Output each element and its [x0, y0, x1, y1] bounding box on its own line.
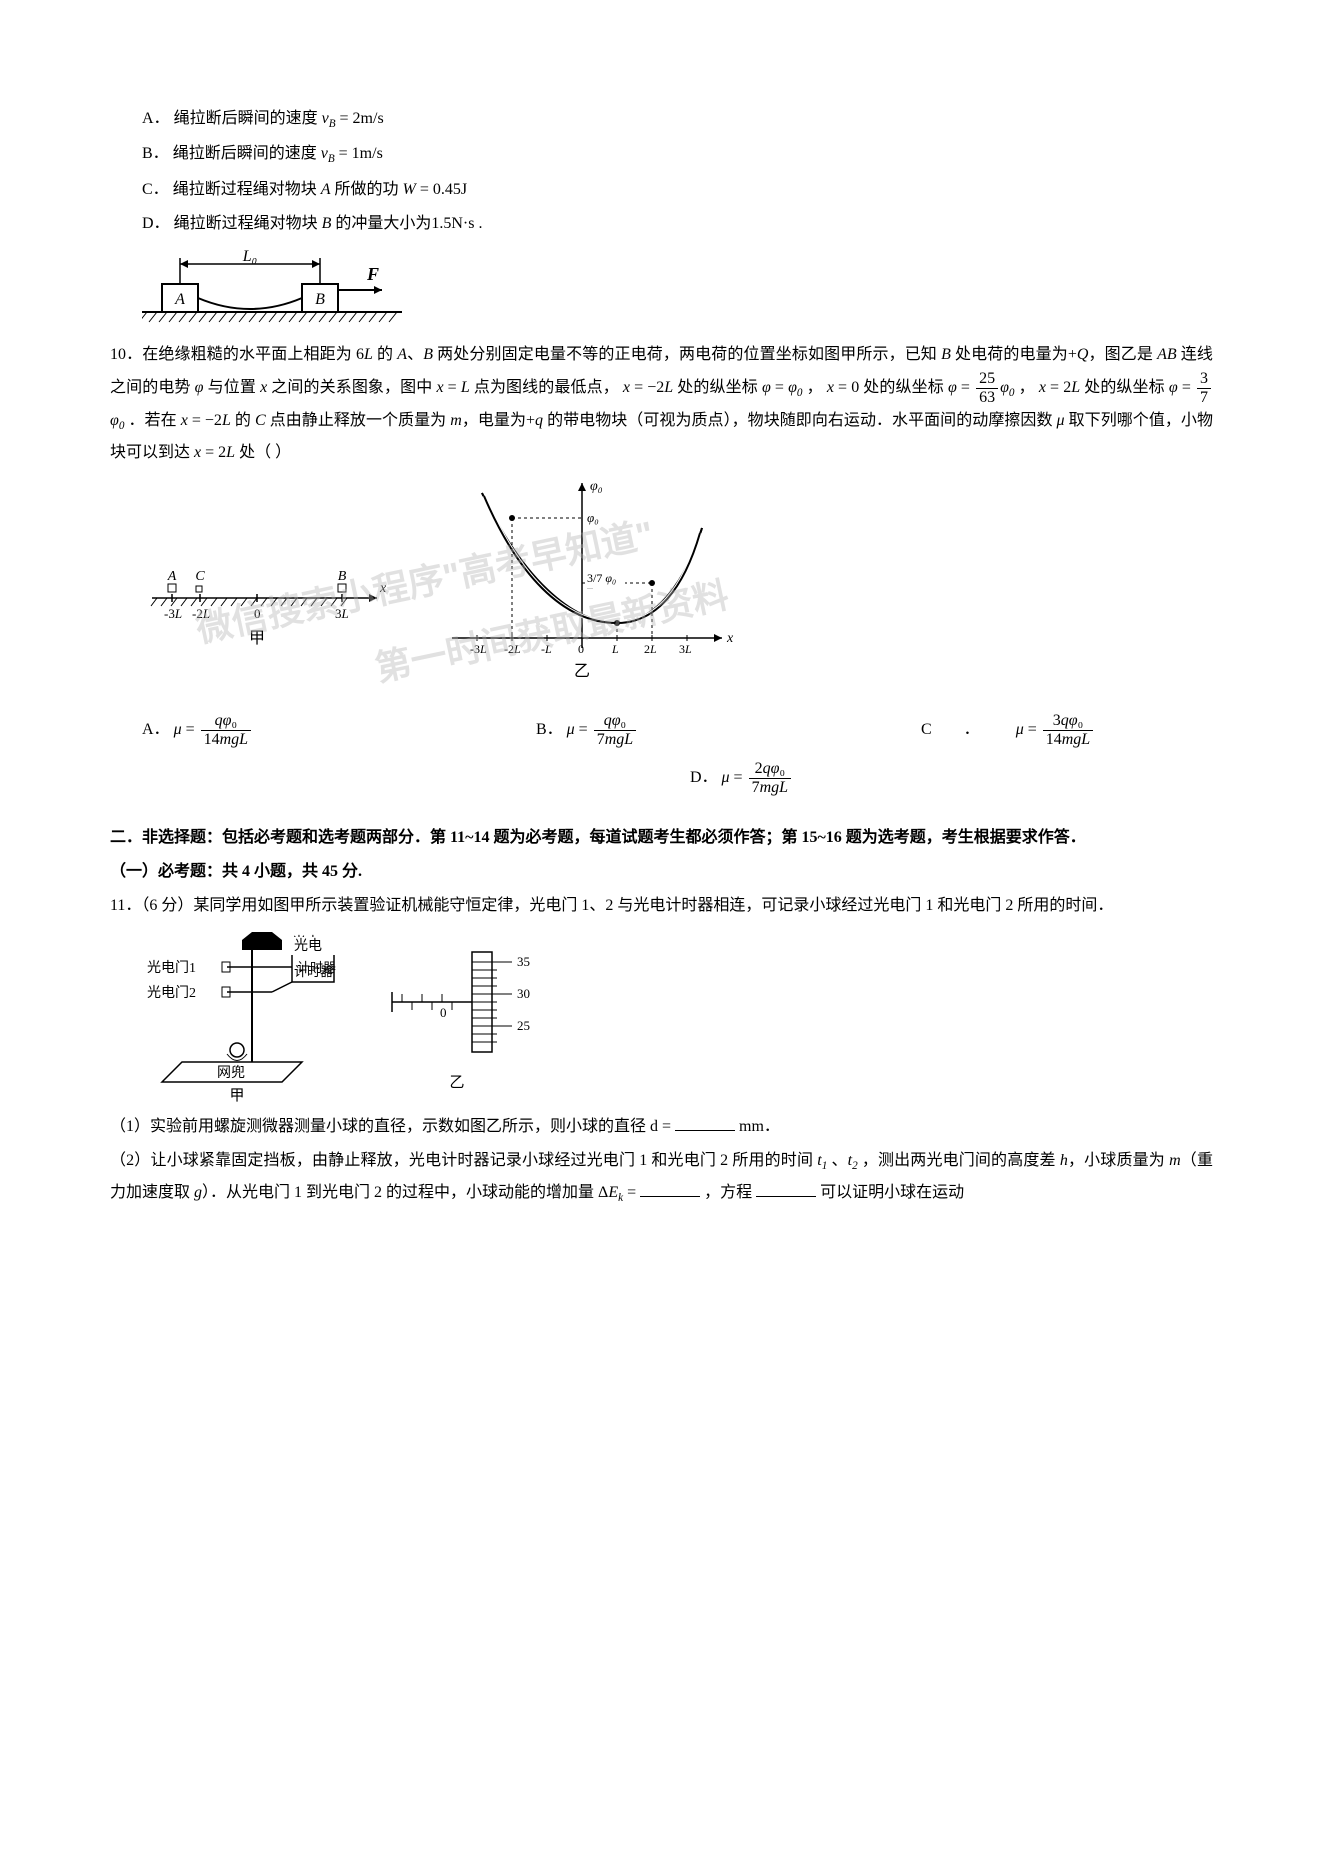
svg-text:F: F: [366, 264, 379, 284]
blank-d: [675, 1115, 735, 1131]
label-d: D．: [142, 215, 170, 232]
svg-text:-2L: -2L: [192, 606, 210, 621]
svg-text:光电: 光电: [294, 938, 322, 954]
svg-text:C: C: [195, 569, 205, 584]
svg-text:3L: 3L: [679, 642, 692, 656]
q11-figures: 光电 计时器 光电 光电门1 光电门2 网兜 甲 计时器 0: [142, 932, 1213, 1102]
svg-text:φ₀: φ₀: [587, 510, 599, 525]
svg-text:甲: 甲: [249, 630, 265, 647]
svg-text:0: 0: [440, 1005, 447, 1020]
svg-text:35: 35: [517, 954, 530, 969]
svg-text:乙: 乙: [449, 1075, 464, 1091]
blank-ek: [640, 1181, 700, 1197]
figure-blocks: A B F L₀: [142, 250, 1213, 330]
svg-text:-3L: -3L: [470, 642, 487, 656]
svg-text:计时器: 计时器: [294, 964, 333, 979]
q11-line1: 11．（6 分）某同学用如图甲所示装置验证机械能守恒定律，光电门 1、2 与光电…: [110, 891, 1213, 921]
graph-yi: x φ₀ -3L -2L -L 0 L 2L 3L: [422, 478, 742, 688]
svg-text:30: 30: [517, 986, 530, 1001]
svg-text:A: A: [167, 569, 177, 584]
svg-text:2L: 2L: [644, 642, 657, 656]
text-d: 绳拉断过程绳对物块 B 的冲量大小为1.5N·s .: [174, 215, 483, 232]
svg-text:光电门1: 光电门1: [147, 960, 196, 976]
section2-sub: （一）必考题：共 4 小题，共 45 分.: [110, 857, 1213, 887]
svg-text:B: B: [338, 569, 347, 584]
fig-jia-apparatus: 光电 计时器 光电 光电门1 光电门2 网兜 甲 计时器: [142, 932, 342, 1102]
svg-text:A: A: [174, 291, 185, 308]
q10-t1: 在绝缘粗糙的水平面上相距为 6L 的 A、B 两处分别固定电量不等的正电荷，两电…: [110, 346, 1213, 461]
svg-text:-3L: -3L: [164, 606, 182, 621]
label-c: C．: [142, 181, 169, 198]
prev-option-b: B． 绳拉断后瞬间的速度 vB = 1m/s: [110, 139, 1213, 170]
svg-text:B: B: [315, 291, 325, 308]
q10-opt-d: D． μ = 2qφ₀7mgL: [142, 760, 1181, 796]
q10-opt-b: B． μ = qφ₀7mgL: [536, 712, 638, 748]
svg-text:0: 0: [578, 642, 584, 656]
prev-option-a: A． 绳拉断后瞬间的速度 vB = 2m/s: [110, 104, 1213, 135]
q10-opt-a: A． μ = qφ₀14mgL: [142, 712, 253, 748]
svg-text:0: 0: [254, 606, 261, 621]
svg-text:x: x: [726, 631, 734, 646]
prev-option-c: C． 绳拉断过程绳对物块 A 所做的功 W = 0.45J: [110, 175, 1213, 205]
svg-text:25: 25: [517, 1018, 530, 1033]
q10-options: A． μ = qφ₀14mgL B． μ = qφ₀7mgL C ． μ = 3…: [110, 698, 1213, 810]
label-b: B．: [142, 145, 169, 162]
text-c: 绳拉断过程绳对物块 A 所做的功 W = 0.45J: [173, 181, 467, 198]
svg-text:-2L: -2L: [504, 642, 521, 656]
svg-text:网兜: 网兜: [217, 1065, 245, 1081]
q10-text: 10．在绝缘粗糙的水平面上相距为 6L 的 A、B 两处分别固定电量不等的正电荷…: [110, 340, 1213, 468]
svg-text:L: L: [611, 642, 619, 656]
q10-opt-c: C ． μ = 3qφ₀14mgL: [921, 712, 1181, 748]
blank-eq: [756, 1181, 816, 1197]
q11-part2: （2）让小球紧靠固定挡板，由静止释放，光电计时器记录小球经过光电门 1 和光电门…: [110, 1146, 1213, 1209]
text-a: 绳拉断后瞬间的速度 vB = 2m/s: [174, 110, 384, 127]
fig-yi-micrometer: 0 35 30 25 乙: [372, 932, 552, 1102]
q10-num: 10．: [110, 346, 142, 363]
svg-text:-L: -L: [541, 642, 552, 656]
graph-jia: A C B x -3L -2L 0 3L 甲: [142, 478, 392, 658]
svg-text:3L: 3L: [335, 606, 349, 621]
svg-text:光电门2: 光电门2: [147, 985, 196, 1001]
svg-text:3/7 φ₀: 3/7 φ₀: [587, 571, 616, 585]
svg-text:甲: 甲: [229, 1088, 244, 1102]
svg-text:乙: 乙: [574, 663, 590, 680]
svg-text:φ₀: φ₀: [590, 479, 603, 494]
blocks-svg: A B F L₀: [142, 250, 402, 330]
q11-part1: （1）实验前用螺旋测微器测量小球的直径，示数如图乙所示，则小球的直径 d = m…: [110, 1112, 1213, 1142]
svg-text:x: x: [379, 581, 387, 596]
section2-header: 二．非选择题：包括必考题和选考题两部分．第 11~14 题为必考题，每道试题考生…: [110, 823, 1213, 853]
text-b: 绳拉断后瞬间的速度 vB = 1m/s: [173, 145, 383, 162]
prev-option-d: D． 绳拉断过程绳对物块 B 的冲量大小为1.5N·s .: [110, 209, 1213, 239]
svg-text:L₀: L₀: [242, 250, 257, 265]
label-a: A．: [142, 110, 170, 127]
q10-graphs: 微信搜索小程序"高考早知道" 第一时间获取最新资料 A: [142, 478, 1213, 688]
